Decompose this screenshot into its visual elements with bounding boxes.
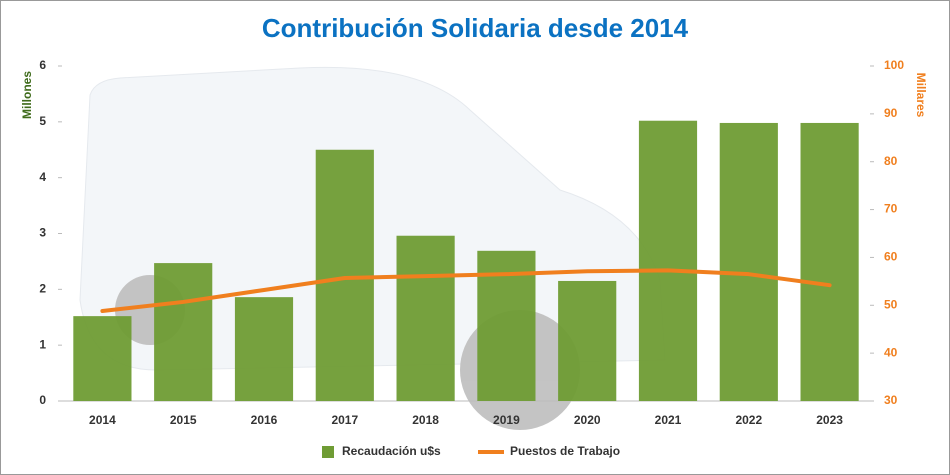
y2-tick-label: 100 [884, 58, 904, 72]
x-tick-label: 2023 [816, 413, 843, 427]
y-tick-label: 0 [39, 393, 46, 407]
bar [315, 149, 374, 401]
legend-label: Puestos de Trabajo [510, 444, 620, 458]
bar [638, 120, 698, 401]
line [100, 268, 832, 314]
x-tick-label: 2021 [655, 413, 682, 427]
y-tick-label: 1 [39, 337, 46, 351]
chart-title: Contribución Solidaria desde 2014 [262, 13, 689, 43]
bar [73, 316, 132, 401]
bar [396, 235, 455, 401]
bar [154, 263, 213, 401]
bar [719, 122, 778, 401]
legend-label: Recaudación u$s [342, 444, 441, 458]
bar [800, 122, 859, 401]
y2-tick-label: 70 [884, 202, 898, 216]
y-tick-label: 2 [39, 282, 46, 296]
x-tick-label: 2018 [412, 413, 439, 427]
y2-tick-label: 60 [884, 250, 898, 264]
x-tick-label: 2014 [89, 413, 116, 427]
x-tick-label: 2015 [170, 413, 197, 427]
bar [234, 297, 294, 401]
y-tick-label: 5 [39, 114, 46, 128]
y-tick-label: 3 [39, 226, 46, 240]
x-tick-label: 2017 [331, 413, 358, 427]
bar [558, 280, 617, 401]
y2-tick-label: 50 [884, 297, 898, 311]
y-tick-label: 6 [39, 58, 46, 72]
x-tick-label: 2022 [735, 413, 762, 427]
legend-swatch [322, 446, 334, 458]
x-tick-label: 2020 [574, 413, 601, 427]
y2-tick-label: 30 [884, 393, 898, 407]
y-tick-label: 4 [39, 170, 46, 184]
y2-axis-title: Millares [914, 73, 928, 118]
x-tick-label: 2019 [493, 413, 520, 427]
y-axis-title: Millones [20, 71, 34, 119]
y2-tick-label: 40 [884, 345, 898, 359]
y2-tick-label: 80 [884, 154, 898, 168]
x-tick-label: 2016 [251, 413, 278, 427]
y2-tick-label: 90 [884, 106, 898, 120]
